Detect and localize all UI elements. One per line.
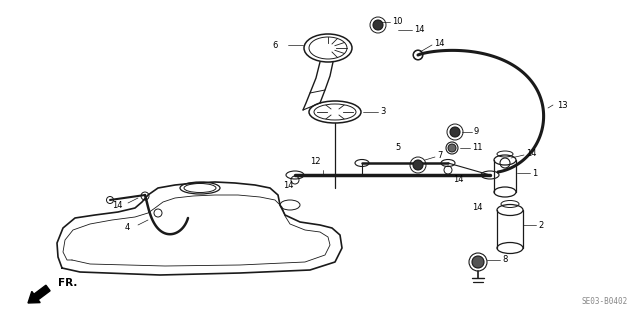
Circle shape (413, 160, 423, 170)
Text: 1: 1 (532, 168, 537, 177)
Text: 14: 14 (453, 175, 463, 184)
Text: 10: 10 (392, 18, 403, 26)
Text: 12: 12 (310, 158, 321, 167)
Text: 13: 13 (557, 100, 568, 109)
Circle shape (448, 144, 456, 152)
Polygon shape (57, 182, 342, 275)
Text: 11: 11 (472, 144, 483, 152)
Circle shape (472, 256, 484, 268)
Text: 5: 5 (395, 144, 400, 152)
Text: SE03-B0402: SE03-B0402 (582, 298, 628, 307)
Text: 14: 14 (283, 181, 294, 189)
Text: 2: 2 (538, 220, 543, 229)
FancyArrow shape (28, 285, 50, 303)
Text: 6: 6 (272, 41, 277, 49)
Text: 8: 8 (502, 256, 508, 264)
Text: 14: 14 (472, 203, 483, 211)
Text: 14: 14 (112, 201, 122, 210)
Text: 3: 3 (380, 108, 385, 116)
Circle shape (373, 20, 383, 30)
Text: 4: 4 (125, 224, 131, 233)
Text: 9: 9 (474, 128, 479, 137)
Text: 14: 14 (434, 39, 445, 48)
Text: 7: 7 (437, 151, 442, 160)
Text: 14: 14 (526, 149, 536, 158)
Text: 14: 14 (414, 26, 424, 34)
Circle shape (450, 127, 460, 137)
Text: FR.: FR. (58, 278, 77, 288)
